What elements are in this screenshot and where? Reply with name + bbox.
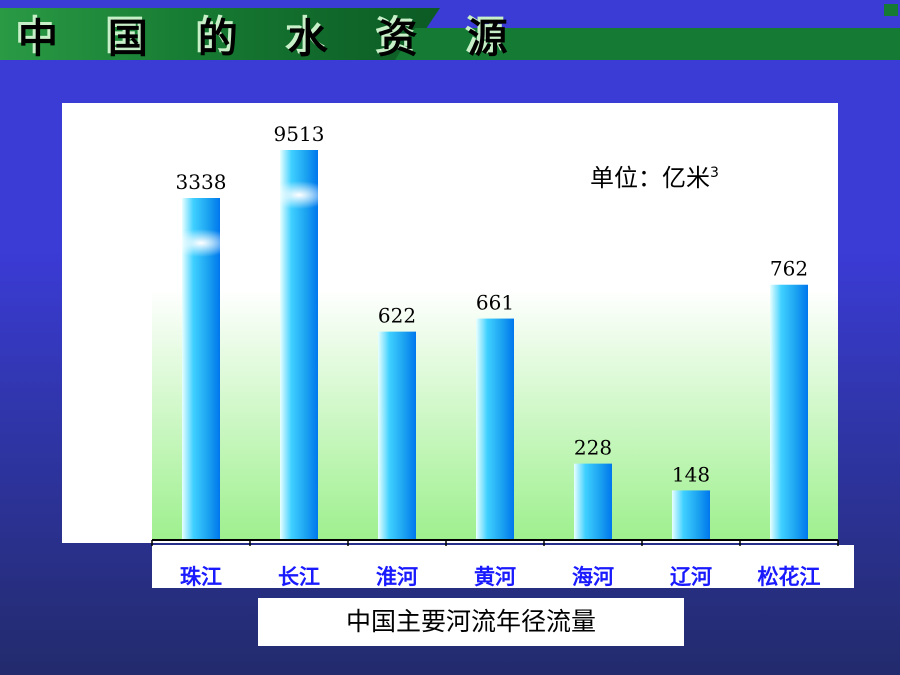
value-label: 228	[574, 436, 612, 460]
bar-海河	[574, 463, 612, 540]
value-label: 622	[378, 304, 416, 328]
bar-break-mark	[266, 181, 332, 209]
x-tick-label: 淮河	[376, 565, 418, 589]
bar-辽河	[672, 490, 710, 540]
x-tick-label: 辽河	[670, 565, 712, 589]
title-bar: 中 国 的 水 资 源 中 国 的 水 资 源	[0, 0, 900, 62]
bar-长江	[280, 150, 318, 540]
unit-text: 单位：亿米	[590, 164, 710, 192]
title-ribbon	[0, 4, 900, 60]
bar-break-mark	[168, 229, 234, 257]
x-tick-label: 珠江	[180, 565, 222, 589]
x-tick-label: 海河	[572, 565, 614, 589]
value-label: 3338	[176, 170, 227, 194]
value-label: 661	[476, 291, 514, 315]
x-tick-label: 松花江	[758, 565, 821, 589]
x-tick-label: 黄河	[474, 565, 516, 589]
bar-淮河	[378, 331, 416, 540]
x-axis-label-strip	[152, 545, 854, 588]
value-label: 148	[672, 462, 710, 486]
page-title-highlight: 中 国 的 水 资 源	[15, 12, 523, 59]
unit-label: 单位：亿米3	[590, 158, 719, 193]
bar-黄河	[476, 318, 514, 540]
unit-superscript: 3	[710, 165, 719, 181]
x-tick-label: 长江	[278, 565, 320, 589]
value-label: 9513	[274, 122, 325, 146]
value-label: 762	[770, 257, 808, 281]
page-title: 中 国 的 水 资 源	[18, 15, 526, 62]
bar-松花江	[770, 284, 808, 540]
chart-caption: 中国主要河流年径流量	[258, 598, 684, 646]
